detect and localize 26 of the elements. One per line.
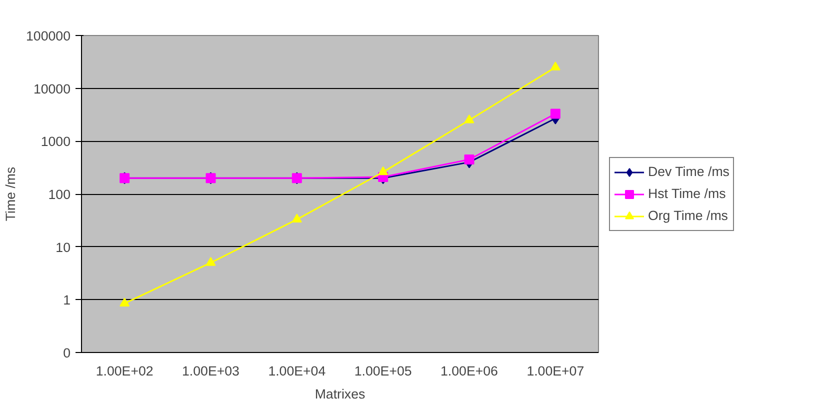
y-tick-label: 0 — [63, 346, 71, 360]
point — [206, 257, 216, 266]
y-tick-label: 1 — [63, 292, 71, 308]
y-tick-label: 1000 — [40, 134, 71, 150]
x-tick-label: 1.00E+03 — [182, 364, 240, 378]
point — [464, 114, 474, 124]
point — [120, 298, 130, 306]
point — [550, 62, 560, 70]
y-axis-title: Time /ms — [3, 166, 18, 222]
x-tick-label: 1.00E+04 — [268, 364, 326, 378]
x-tick-label: 1.00E+02 — [96, 364, 154, 378]
x-tick-label: 1.00E+05 — [354, 364, 412, 378]
legend-label: Org Time /ms — [648, 208, 728, 223]
point — [292, 214, 302, 223]
y-tick-label: 10 — [56, 240, 71, 255]
point — [378, 166, 388, 176]
legend-label: Dev Time /ms — [648, 164, 730, 179]
x-tick-label: 1.00E+07 — [526, 364, 584, 378]
point — [464, 154, 474, 164]
x-axis-title: Matrixes — [314, 386, 366, 402]
y-tick-label: 100000 — [26, 28, 71, 44]
legend-label: Hst Time /ms — [648, 186, 726, 201]
point — [550, 108, 560, 119]
x-tick-label: 1.00E+06 — [440, 364, 498, 378]
y-tick-label: 10000 — [33, 81, 70, 96]
y-tick-label: 100 — [48, 187, 71, 202]
